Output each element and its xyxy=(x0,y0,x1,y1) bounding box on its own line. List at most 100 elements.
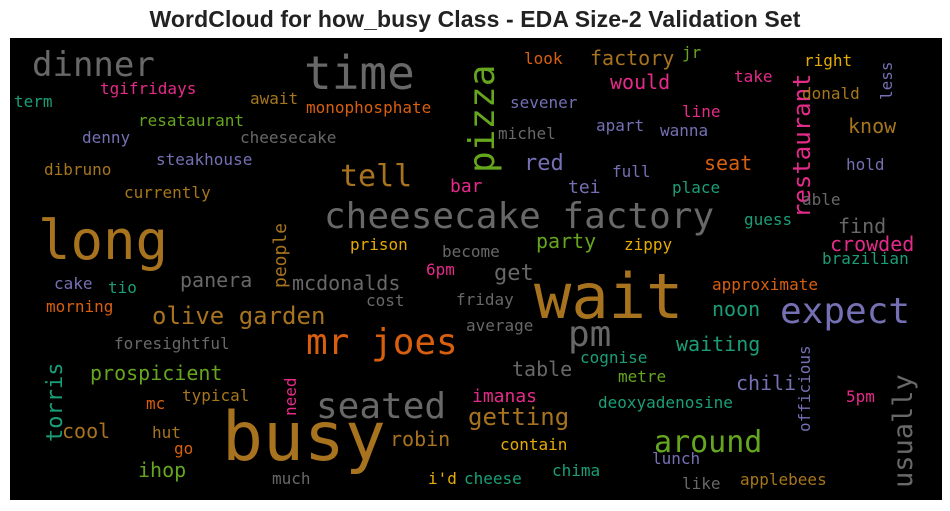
wordcloud-canvas: busy wait long time cheesecake factory expect… xyxy=(10,38,942,500)
word-tei: tei xyxy=(568,177,601,198)
word-denny: denny xyxy=(82,128,131,147)
word-factory: factory xyxy=(590,46,674,70)
word-pm: pm xyxy=(568,314,611,355)
word-right: right xyxy=(804,51,852,70)
word-cheesecake: cheesecake xyxy=(240,128,336,147)
word-6pm: 6pm xyxy=(426,260,455,279)
word-steakhouse: steakhouse xyxy=(156,150,252,169)
word-lunch: lunch xyxy=(652,449,700,468)
word-approximate: approximate xyxy=(712,275,818,294)
word-panera: panera xyxy=(180,268,252,292)
word-await: await xyxy=(250,89,298,108)
word-chima: chima xyxy=(552,461,600,480)
word-look: look xyxy=(524,49,563,68)
word-prison: prison xyxy=(350,235,408,254)
word-take: take xyxy=(734,67,773,86)
word-party: party xyxy=(536,229,596,253)
word-noon: noon xyxy=(712,297,760,321)
word-know: know xyxy=(848,114,897,138)
word-torris: torris xyxy=(43,363,68,442)
word-dibruno: dibruno xyxy=(44,160,111,179)
word-cake: cake xyxy=(54,274,93,293)
word-table: table xyxy=(512,357,572,381)
word-find: find xyxy=(838,214,886,238)
word-chili: chili xyxy=(736,371,796,395)
word-much: much xyxy=(272,469,311,488)
word-around: around xyxy=(654,425,762,460)
word-getting: getting xyxy=(468,403,569,431)
word-zippy: zippy xyxy=(624,235,673,254)
word-wait: wait xyxy=(534,260,683,333)
word-bar: bar xyxy=(450,176,483,197)
word-crowded: crowded xyxy=(830,232,914,256)
word-metre: metre xyxy=(618,367,666,386)
word-foresightful: foresightful xyxy=(114,334,230,353)
word-people: people xyxy=(270,223,291,288)
word-5pm: 5pm xyxy=(846,387,875,406)
word-officious: officious xyxy=(795,345,814,432)
word-mcdonalds: mcdonalds xyxy=(292,271,400,295)
word-need: need xyxy=(281,377,300,416)
word-wanna: wanna xyxy=(660,121,708,140)
word-monophosphate: monophosphate xyxy=(306,98,431,117)
word-cheese: cheese xyxy=(464,469,522,488)
word-mc: mc xyxy=(146,394,165,413)
word-contain: contain xyxy=(500,435,567,454)
word-place: place xyxy=(672,178,720,197)
word-currently: currently xyxy=(124,183,211,202)
word-waiting: waiting xyxy=(676,332,760,356)
word-long: long xyxy=(38,209,168,272)
word-line: line xyxy=(682,102,721,121)
word-hold: hold xyxy=(846,155,885,174)
word-apart: apart xyxy=(596,116,644,135)
word-michel: michel xyxy=(498,124,556,143)
word-i-d: i'd xyxy=(428,469,457,488)
word-brazilian: brazilian xyxy=(822,249,909,268)
word-hut: hut xyxy=(152,423,181,442)
word-average: average xyxy=(466,316,533,335)
word-would: would xyxy=(610,70,670,94)
word-get: get xyxy=(494,261,534,286)
word-dinner: dinner xyxy=(32,45,155,85)
word-jr: jr xyxy=(682,43,702,62)
word-resataurant: resataurant xyxy=(138,111,244,130)
word-less: less xyxy=(877,61,896,100)
word-term: term xyxy=(14,92,53,111)
word-applebees: applebees xyxy=(740,470,827,489)
word-restaurant: restaurant xyxy=(788,74,816,219)
word-busy: busy xyxy=(222,398,386,477)
word-usually: usually xyxy=(888,374,919,488)
word-guess: guess xyxy=(744,210,792,229)
word-mr-joes: mr joes xyxy=(306,322,458,363)
word-imanas: imanas xyxy=(472,386,537,407)
chart-title: WordCloud for how_busy Class - EDA Size-… xyxy=(149,6,801,32)
word-prospicient: prospicient xyxy=(90,361,222,385)
word-sevener: sevener xyxy=(510,93,578,112)
word-able: able xyxy=(802,190,841,209)
word-cognise: cognise xyxy=(580,348,647,367)
word-robin: robin xyxy=(390,427,450,451)
word-cost: cost xyxy=(366,291,405,310)
word-donald: donald xyxy=(802,84,860,103)
word-typical: typical xyxy=(182,386,249,405)
word-go: go xyxy=(174,439,193,458)
word-tell: tell xyxy=(340,159,412,194)
word-tgifridays: tgifridays xyxy=(100,79,196,98)
word-expect: expect xyxy=(780,291,910,332)
word-pizza: pizza xyxy=(462,65,503,173)
word-time: time xyxy=(304,46,415,100)
word-deoxyadenosine: deoxyadenosine xyxy=(598,393,733,412)
word-ihop: ihop xyxy=(138,458,186,482)
word-like: like xyxy=(682,474,721,493)
word-cheesecake-factory: cheesecake factory xyxy=(324,196,714,237)
word-olive-garden: olive garden xyxy=(152,302,325,330)
word-cool: cool xyxy=(62,419,110,443)
word-tio: tio xyxy=(108,278,137,297)
word-seated: seated xyxy=(316,386,446,427)
word-become: become xyxy=(442,242,500,261)
word-friday: friday xyxy=(456,290,514,309)
word-seat: seat xyxy=(704,151,752,175)
word-red: red xyxy=(524,151,564,176)
word-morning: morning xyxy=(46,297,113,316)
